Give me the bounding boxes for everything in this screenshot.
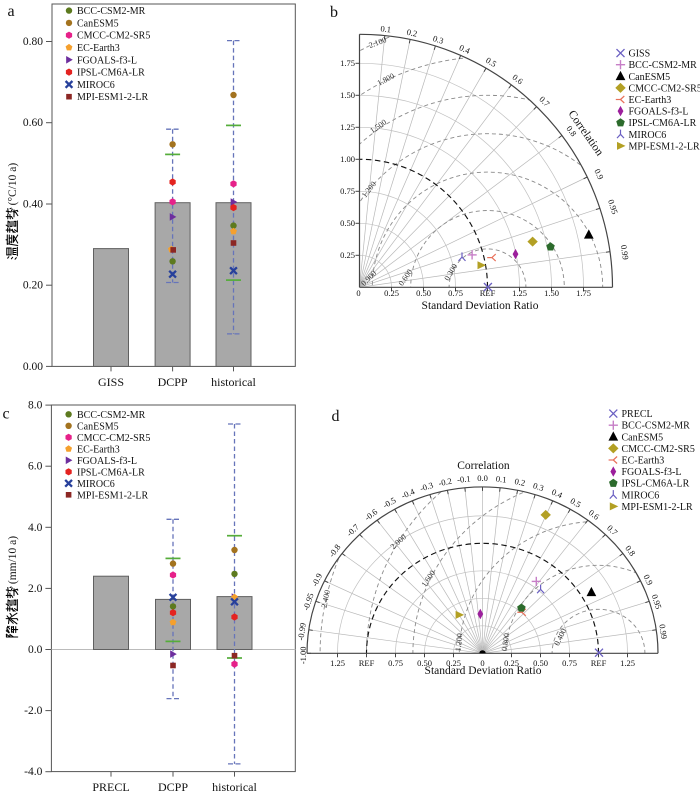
svg-text:0.99: 0.99 (657, 624, 669, 640)
svg-text:EC-Earth3: EC-Earth3 (629, 95, 672, 106)
svg-text:-2.0: -2.0 (24, 705, 42, 717)
svg-text:1.25: 1.25 (620, 658, 635, 668)
svg-text:0.00: 0.00 (23, 361, 43, 373)
svg-text:1.50: 1.50 (340, 90, 355, 100)
svg-text:FGOALS-f3-L: FGOALS-f3-L (622, 467, 682, 478)
svg-text:MIROC6: MIROC6 (622, 490, 660, 501)
svg-text:0.99: 0.99 (619, 244, 631, 260)
svg-text:0.40: 0.40 (23, 199, 43, 211)
svg-text:CanESM5: CanESM5 (629, 72, 671, 83)
svg-text:0: 0 (356, 288, 360, 298)
svg-text:0.50: 0.50 (340, 218, 355, 228)
svg-text:a: a (7, 3, 14, 20)
svg-text:PRECL: PRECL (622, 409, 653, 420)
svg-text:DCPP: DCPP (158, 375, 188, 389)
svg-text:MPI-ESM1-2-LR: MPI-ESM1-2-LR (622, 502, 693, 513)
svg-text:MPI-ESM1-2-LR: MPI-ESM1-2-LR (77, 92, 148, 103)
svg-text:0.0: 0.0 (28, 644, 43, 656)
svg-text:Standard Deviation Ratio: Standard Deviation Ratio (422, 300, 539, 312)
svg-text:1.00: 1.00 (340, 154, 355, 164)
svg-text:1.200: 1.200 (453, 633, 464, 652)
svg-text:0.60: 0.60 (23, 117, 43, 129)
svg-text:1.25: 1.25 (340, 122, 355, 132)
svg-text:0.25: 0.25 (384, 288, 399, 298)
svg-text:0.80: 0.80 (23, 36, 43, 48)
svg-text:CMCC-CM2-SR5: CMCC-CM2-SR5 (629, 83, 700, 94)
svg-text:BCC-CSM2-MR: BCC-CSM2-MR (77, 410, 146, 421)
svg-text:0.50: 0.50 (416, 288, 431, 298)
svg-text:EC-Earth3: EC-Earth3 (77, 43, 120, 54)
svg-text:REF: REF (591, 658, 607, 668)
svg-text:MIROC6: MIROC6 (77, 479, 115, 490)
svg-text:IPSL-CM6A-LR: IPSL-CM6A-LR (77, 467, 145, 478)
svg-text:FGOALS-f3-L: FGOALS-f3-L (629, 107, 689, 118)
svg-text:GISS: GISS (629, 49, 651, 60)
svg-text:MPI-ESM1-2-LR: MPI-ESM1-2-LR (629, 141, 700, 152)
svg-text:Correlation: Correlation (457, 460, 510, 472)
svg-text:REF: REF (480, 288, 496, 298)
svg-text:0.75: 0.75 (388, 658, 403, 668)
svg-text:0.25: 0.25 (340, 250, 355, 260)
svg-text:FGOALS-f3-L: FGOALS-f3-L (77, 456, 137, 467)
svg-text:MPI-ESM1-2-LR: MPI-ESM1-2-LR (77, 490, 148, 501)
svg-text:DCPP: DCPP (158, 780, 188, 792)
svg-text:BCC-CSM2-MR: BCC-CSM2-MR (622, 421, 691, 432)
svg-text:(mm/10 a): (mm/10 a) (7, 536, 19, 584)
svg-text:CMCC-CM2-SR5: CMCC-CM2-SR5 (622, 444, 695, 455)
svg-text:1.75: 1.75 (340, 58, 355, 68)
svg-text:0.20: 0.20 (23, 280, 43, 292)
svg-text:BCC-CSM2-MR: BCC-CSM2-MR (77, 6, 146, 17)
svg-text:1.25: 1.25 (512, 288, 527, 298)
svg-text:(°C/10 a): (°C/10 a) (7, 163, 19, 206)
svg-text:2.0: 2.0 (28, 583, 43, 595)
svg-text:PRECL: PRECL (92, 780, 129, 792)
svg-text:CanESM5: CanESM5 (622, 432, 664, 443)
svg-text:BCC-CSM2-MR: BCC-CSM2-MR (629, 60, 698, 71)
svg-text:0.0: 0.0 (477, 473, 488, 483)
svg-text:1.25: 1.25 (330, 658, 345, 668)
svg-text:8.0: 8.0 (28, 400, 43, 412)
svg-text:FGOALS-f3-L: FGOALS-f3-L (77, 55, 137, 66)
svg-text:0.75: 0.75 (562, 658, 577, 668)
svg-text:0.2: 0.2 (514, 476, 526, 488)
svg-text:b: b (330, 4, 338, 21)
svg-text:MIROC6: MIROC6 (77, 80, 115, 91)
svg-text:d: d (332, 408, 340, 425)
svg-text:0.1: 0.1 (380, 23, 392, 34)
svg-text:CMCC-CM2-SR5: CMCC-CM2-SR5 (77, 433, 150, 444)
svg-text:-0.1: -0.1 (457, 473, 471, 484)
svg-text:IPSL-CM6A-LR: IPSL-CM6A-LR (629, 118, 697, 129)
svg-text:-1.00: -1.00 (298, 646, 308, 664)
svg-text:historical: historical (212, 780, 257, 792)
svg-text:-4.0: -4.0 (24, 766, 42, 778)
svg-text:1.75: 1.75 (576, 288, 591, 298)
svg-text:historical: historical (211, 375, 256, 389)
svg-text:EC-Earth3: EC-Earth3 (77, 444, 120, 455)
svg-text:0.1: 0.1 (495, 474, 507, 485)
svg-text:Standard Deviation Ratio: Standard Deviation Ratio (425, 665, 542, 677)
svg-text:IPSL-CM6A-LR: IPSL-CM6A-LR (622, 479, 690, 490)
svg-text:CMCC-CM2-SR5: CMCC-CM2-SR5 (77, 31, 150, 42)
svg-text:4.0: 4.0 (28, 522, 43, 534)
svg-text:1.50: 1.50 (544, 288, 559, 298)
svg-text:c: c (2, 406, 9, 423)
svg-text:0.75: 0.75 (340, 186, 355, 196)
svg-text:0.2: 0.2 (406, 27, 418, 39)
svg-text:GISS: GISS (98, 375, 124, 389)
svg-text:CanESM5: CanESM5 (77, 18, 119, 29)
svg-text:CanESM5: CanESM5 (77, 421, 119, 432)
svg-text:MIROC6: MIROC6 (629, 130, 667, 141)
svg-text:EC-Earth3: EC-Earth3 (622, 456, 665, 467)
svg-text:0.75: 0.75 (448, 288, 463, 298)
svg-text:REF: REF (359, 658, 375, 668)
svg-text:6.0: 6.0 (28, 461, 43, 473)
svg-text:IPSL-CM6A-LR: IPSL-CM6A-LR (77, 68, 145, 79)
